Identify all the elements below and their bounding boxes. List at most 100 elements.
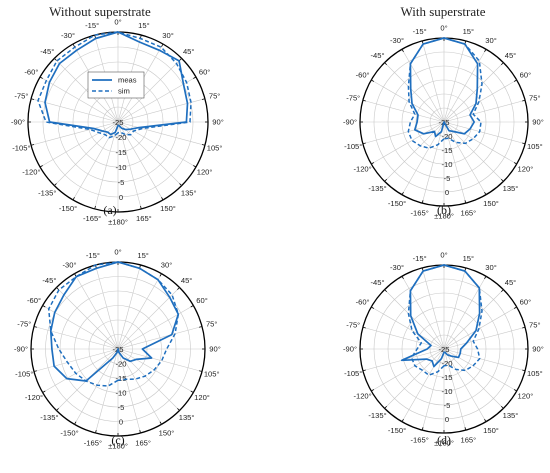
- grid-spoke: [443, 121, 517, 165]
- grid-spoke: [117, 348, 162, 425]
- radial-tick-label: -10: [116, 163, 127, 172]
- angle-tick: [522, 326, 526, 329]
- grid-spoke: [384, 289, 445, 350]
- angle-tick: [74, 421, 77, 425]
- radial-tick-label: 0: [119, 418, 123, 427]
- radial-tick-label: -20: [116, 360, 127, 369]
- angle-tick: [362, 142, 366, 145]
- grid-spoke: [401, 121, 445, 195]
- legend: meas sim: [87, 71, 145, 99]
- angle-tick: [56, 408, 59, 411]
- angle-tick: [30, 144, 35, 146]
- angle-tick: [500, 405, 504, 409]
- panel-label: (b): [437, 203, 451, 217]
- grid-spoke: [117, 273, 162, 350]
- grid-spoke: [74, 348, 119, 425]
- grid-spoke: [371, 79, 445, 123]
- grid-spoke: [443, 267, 467, 350]
- angle-tick-label: ±180°: [434, 439, 454, 448]
- angle-tick: [421, 427, 424, 431]
- angle-tick-label: -135°: [368, 411, 386, 420]
- series-meas-line: [44, 31, 189, 136]
- radial-tick-label: -25: [439, 345, 450, 354]
- angle-tick: [199, 370, 203, 372]
- angle-tick-label: -30°: [61, 31, 75, 40]
- angle-tick-label: 0°: [440, 24, 447, 33]
- angle-tick: [56, 287, 59, 290]
- grid-spoke: [421, 348, 445, 431]
- angle-tick: [371, 79, 375, 82]
- grid-spoke: [443, 99, 526, 123]
- angle-tick-label: -60°: [24, 68, 38, 77]
- radial-tick-label: -20: [442, 132, 453, 141]
- polar-panel-d: 0° 15° 30° 45° 60° 75° 90° 105° 120° 135° 150° 165°…: [343, 251, 544, 448]
- grid-spoke: [371, 121, 445, 165]
- angle-tick-label: -90°: [343, 345, 357, 354]
- angle-tick: [401, 276, 404, 280]
- grid-spoke: [117, 121, 206, 146]
- angle-tick-label: -165°: [411, 208, 429, 217]
- grid-spoke: [443, 306, 517, 350]
- angle-tick: [484, 418, 487, 422]
- angle-tick: [94, 205, 96, 210]
- grid-spoke: [117, 58, 182, 123]
- grid-spoke: [39, 76, 119, 123]
- angle-tick-label: -90°: [14, 345, 28, 354]
- angle-tick-label: 30°: [161, 261, 172, 270]
- angle-tick: [384, 405, 388, 409]
- angle-tick: [201, 98, 206, 100]
- angle-tick-label: -90°: [343, 118, 357, 127]
- grid-spoke: [117, 121, 142, 210]
- radial-tick-label: -15: [442, 146, 453, 155]
- angle-tick: [179, 58, 182, 61]
- angle-tick-label: -105°: [15, 370, 33, 379]
- angle-tick-label: -75°: [346, 320, 360, 329]
- angle-tick-label: -75°: [346, 93, 360, 102]
- angle-tick: [513, 162, 517, 165]
- angle-tick-label: ±180°: [108, 442, 128, 451]
- angle-tick-label: 75°: [209, 92, 220, 101]
- angle-tick-label: 150°: [160, 204, 176, 213]
- angle-tick: [74, 273, 77, 277]
- grid-spoke: [443, 348, 526, 372]
- angle-tick: [362, 326, 366, 329]
- angle-tick-label: 105°: [207, 143, 223, 152]
- grid-spoke: [421, 267, 445, 350]
- grid-spoke: [443, 40, 467, 123]
- angle-tick-label: 165°: [135, 438, 151, 447]
- angle-tick-label: 120°: [194, 393, 210, 402]
- angle-tick-label: -75°: [17, 319, 31, 328]
- angle-tick-label: 75°: [529, 93, 540, 102]
- angle-tick: [500, 62, 504, 66]
- radial-tick-label: -15: [116, 374, 127, 383]
- grid-spoke: [39, 121, 119, 168]
- angle-tick: [522, 99, 526, 102]
- angle-tick-label: -45°: [371, 51, 385, 60]
- angle-tick: [39, 76, 43, 79]
- angle-tick: [371, 389, 375, 392]
- panel-label: (a): [103, 203, 116, 217]
- angle-tick-label: 0°: [114, 18, 121, 27]
- polar-panel-a: 0° 15° 30° 45° 60° 75° 90° 105° 120° 135° 150° 165°…: [11, 18, 224, 227]
- angle-tick: [201, 144, 206, 146]
- grid-spoke: [117, 121, 182, 186]
- angle-tick: [362, 369, 366, 372]
- grid-spoke: [42, 348, 119, 393]
- angle-tick: [72, 197, 75, 201]
- radial-tick-label: -20: [116, 133, 127, 142]
- angle-tick-label: -165°: [83, 214, 101, 223]
- angle-tick: [421, 200, 424, 204]
- angle-tick-label: -60°: [356, 71, 370, 80]
- angle-tick-label: -15°: [413, 27, 427, 36]
- angle-tick-label: 105°: [527, 369, 543, 378]
- angle-tick: [199, 326, 203, 328]
- angle-tick: [159, 421, 162, 425]
- angle-tick-label: -15°: [413, 254, 427, 263]
- angle-tick-label: 105°: [527, 142, 543, 151]
- angle-tick: [139, 264, 141, 268]
- angle-tick: [161, 43, 164, 47]
- grid-spoke: [117, 121, 164, 201]
- angle-tick: [513, 306, 517, 309]
- radial-tick-label: -25: [113, 118, 124, 127]
